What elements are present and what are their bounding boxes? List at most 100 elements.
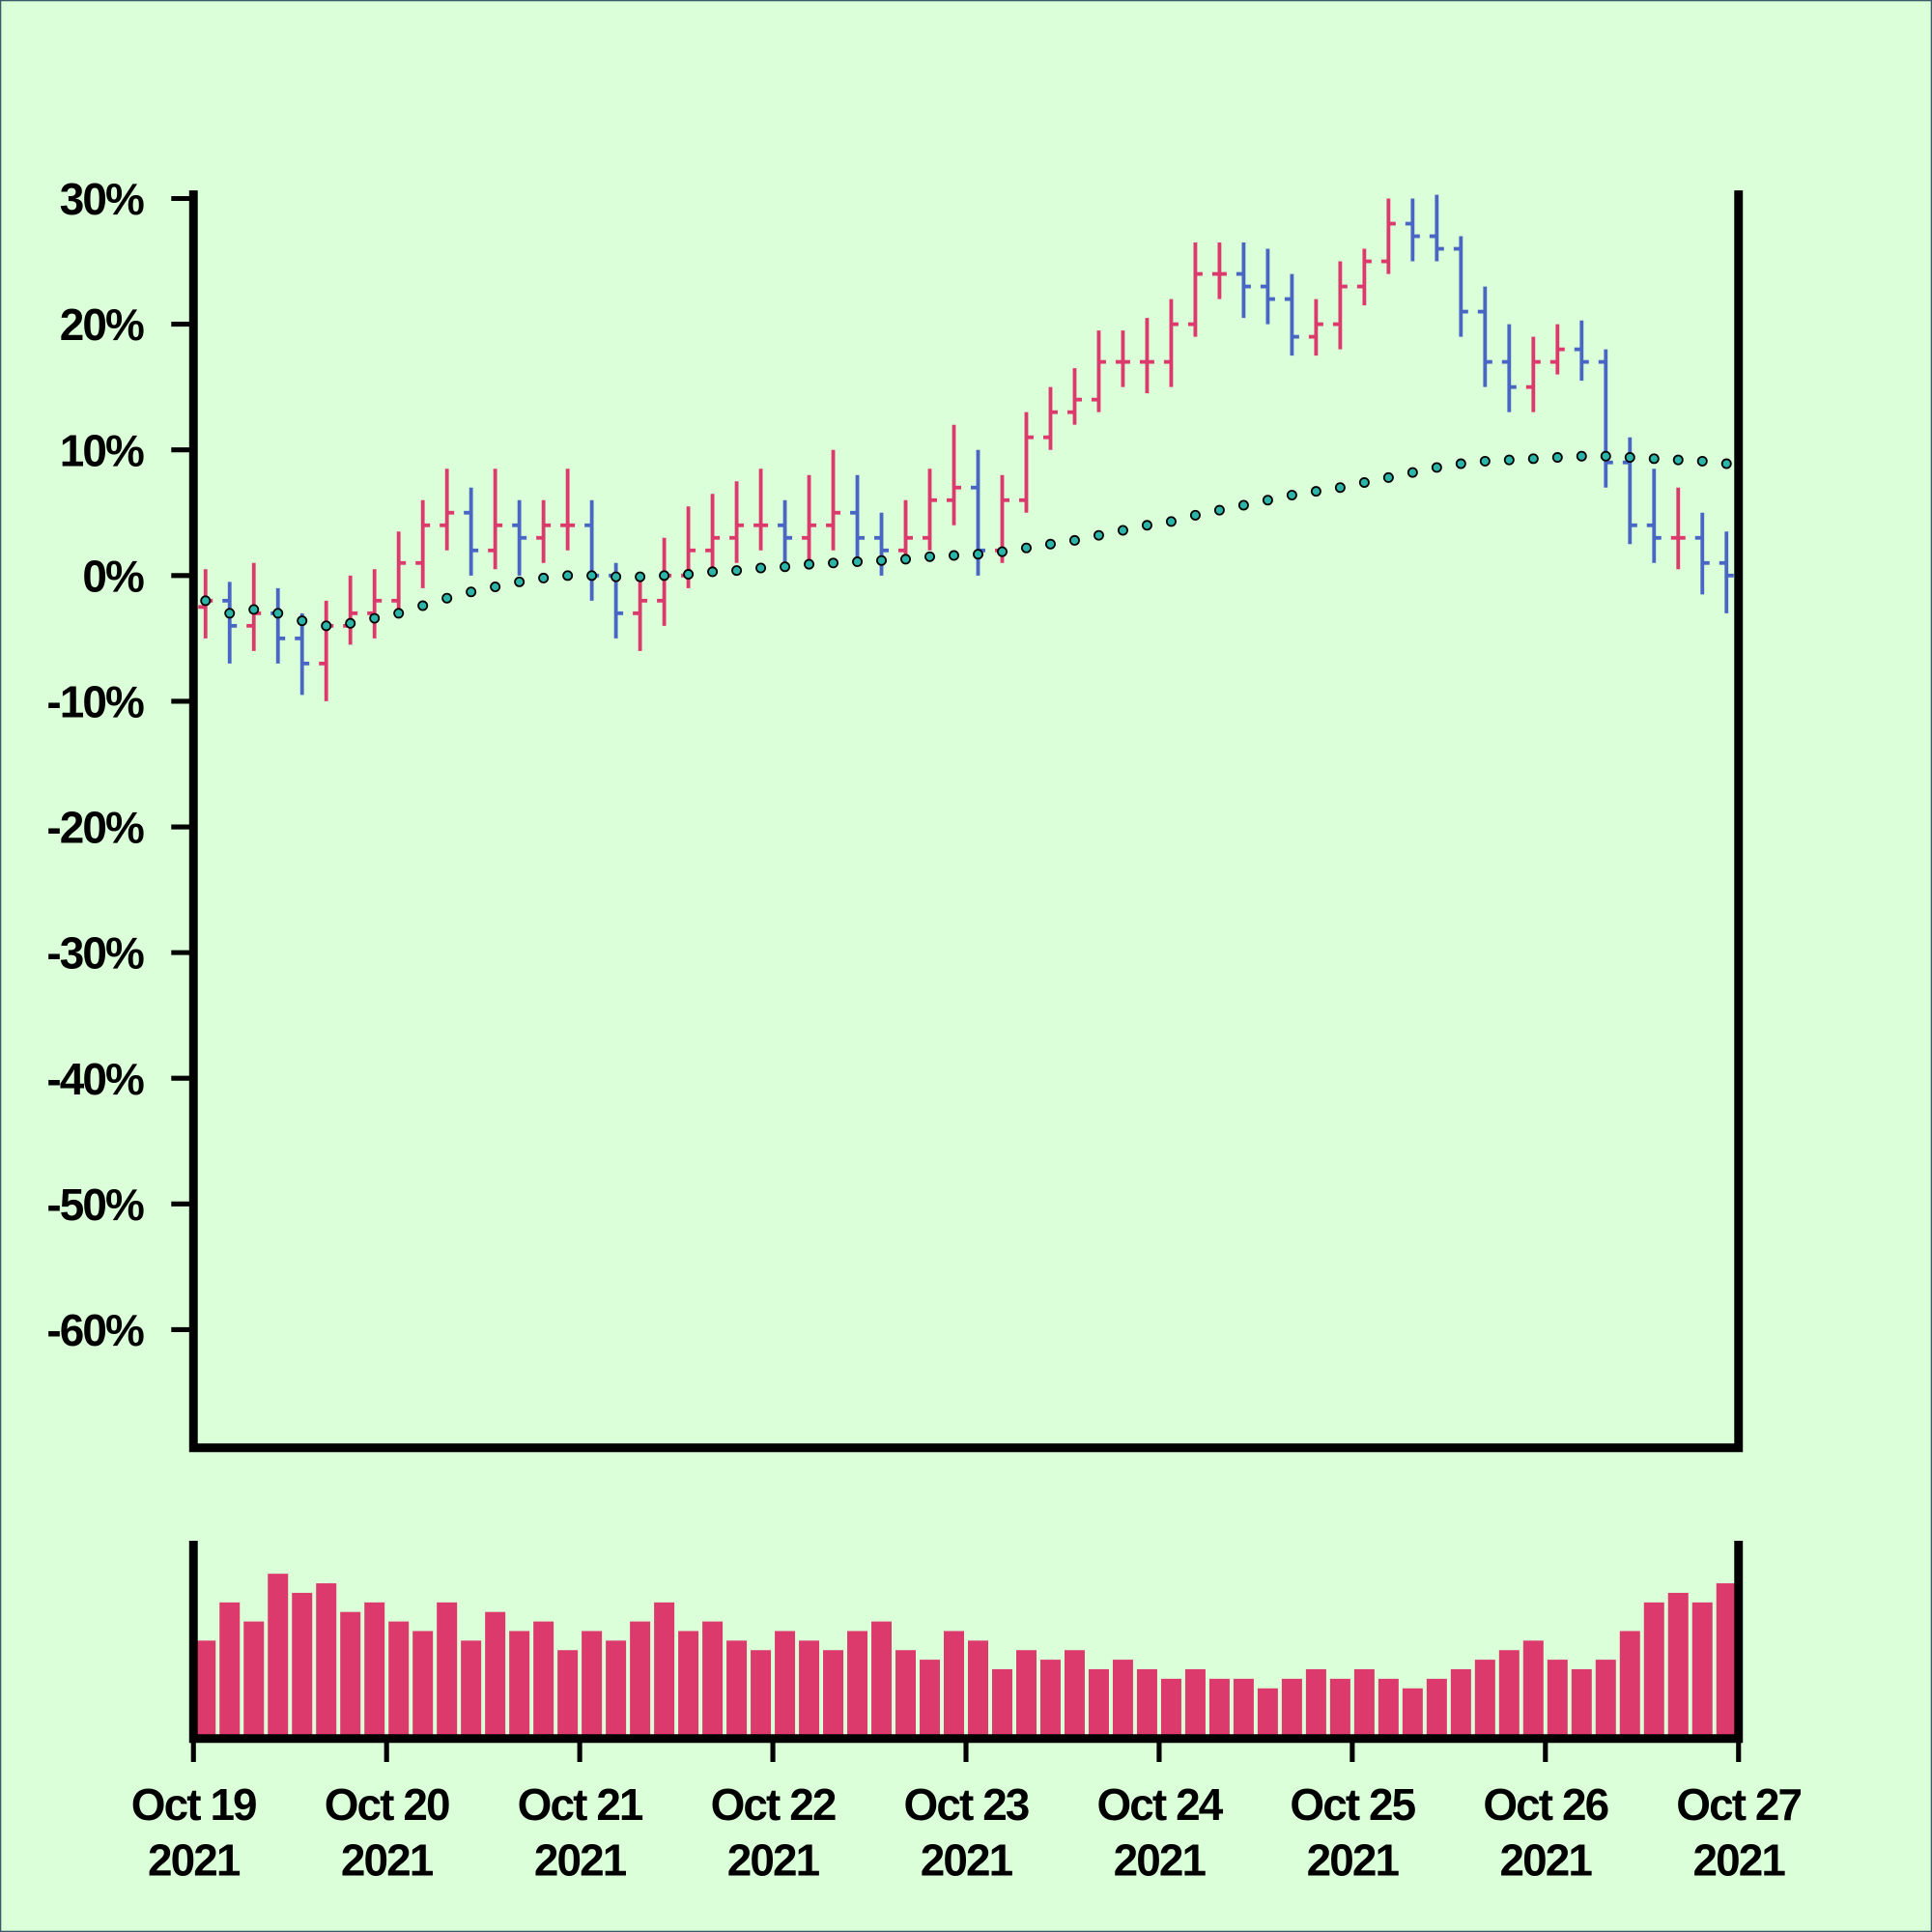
moving-average-dot xyxy=(1213,504,1225,516)
volume-bar xyxy=(1015,1650,1037,1737)
moving-average-dot xyxy=(1406,467,1418,478)
volume-bar xyxy=(1305,1668,1326,1737)
volume-bar xyxy=(1667,1592,1689,1737)
moving-average-dot xyxy=(200,595,212,607)
moving-average-dot xyxy=(562,570,574,582)
moving-average-dot xyxy=(417,600,429,611)
moving-average-dot xyxy=(755,562,767,574)
moving-average-dot xyxy=(1600,450,1611,462)
volume-bar xyxy=(1402,1688,1423,1737)
moving-average-dot xyxy=(1479,455,1491,467)
ohlc-bar xyxy=(1694,512,1710,595)
volume-bar xyxy=(1112,1660,1133,1737)
volume-bar xyxy=(678,1631,699,1737)
moving-average-dot xyxy=(369,612,381,624)
ohlc-bar xyxy=(1646,469,1662,563)
volume-bar xyxy=(388,1621,410,1737)
volume-bar xyxy=(1450,1668,1471,1737)
moving-average-dot xyxy=(611,571,622,582)
ohlc-bar xyxy=(1453,236,1468,337)
moving-average-dot xyxy=(1648,453,1660,465)
volume-bar xyxy=(895,1650,917,1737)
volume-bar xyxy=(1064,1650,1085,1737)
volume-bar xyxy=(654,1602,675,1737)
volume-bar xyxy=(1474,1660,1495,1737)
moving-average-dot xyxy=(1141,520,1152,531)
volume-bar xyxy=(1522,1640,1544,1737)
moving-average-dot xyxy=(1310,486,1321,497)
moving-average-dot xyxy=(1551,452,1563,464)
ohlc-bar xyxy=(1187,242,1203,337)
ohlc-bar xyxy=(1405,198,1420,262)
moving-average-dot xyxy=(1624,452,1635,464)
moving-average-dot xyxy=(514,576,526,587)
moving-average-dot xyxy=(441,592,453,604)
moving-average-dot xyxy=(1576,450,1587,462)
x-tick-label: 2021 xyxy=(1500,1834,1593,1885)
price-axes xyxy=(188,190,1744,1453)
y-tick-label: 10% xyxy=(60,425,144,475)
volume-bar xyxy=(775,1631,796,1737)
volume-bar xyxy=(485,1611,506,1737)
ohlc-bar xyxy=(705,494,721,576)
ohlc-bar xyxy=(1163,298,1179,387)
volume-bar xyxy=(1378,1678,1399,1737)
volume-bar xyxy=(1136,1668,1157,1737)
ohlc-bar xyxy=(1429,194,1444,262)
x-tick-label: Oct 24 xyxy=(1096,1779,1223,1830)
moving-average-dot xyxy=(1455,458,1466,469)
volume-bar xyxy=(1498,1650,1520,1737)
ohlc-bar xyxy=(850,474,866,563)
moving-average-dot xyxy=(1117,525,1128,536)
moving-average-dot xyxy=(804,558,815,570)
x-tick-label: Oct 23 xyxy=(904,1779,1029,1830)
volume-bar xyxy=(316,1583,337,1737)
volume-bar xyxy=(1208,1678,1230,1737)
moving-average-dot xyxy=(635,571,646,582)
volume-bar xyxy=(944,1631,965,1737)
volume-bar xyxy=(243,1621,265,1737)
ohlc-bar xyxy=(1211,242,1227,299)
volume-bar xyxy=(437,1602,458,1737)
moving-average-dot xyxy=(876,554,888,566)
volume-bar xyxy=(195,1640,216,1737)
ohlc-bar xyxy=(1018,412,1034,513)
x-tick-label: Oct 25 xyxy=(1290,1779,1415,1830)
x-tick-label: Oct 22 xyxy=(711,1779,836,1830)
ohlc-bar xyxy=(1549,324,1565,375)
volume-bar xyxy=(1426,1678,1447,1737)
ohlc-bar xyxy=(898,499,914,563)
ohlc-bar xyxy=(1260,248,1275,325)
volume-bar xyxy=(847,1631,868,1737)
moving-average-dot xyxy=(1503,454,1515,466)
x-tick-label: Oct 27 xyxy=(1676,1779,1801,1830)
moving-average-dot xyxy=(490,582,501,593)
ohlc-bar xyxy=(947,424,962,526)
y-tick-label: -60% xyxy=(46,1305,144,1355)
ohlc-bar xyxy=(1332,261,1348,350)
ohlc-bar xyxy=(1356,248,1372,306)
volume-bar xyxy=(1160,1678,1181,1737)
moving-average-dot xyxy=(1382,471,1394,483)
volume-bar xyxy=(1233,1678,1254,1737)
volume-bar xyxy=(1643,1602,1664,1737)
x-tick-label: 2021 xyxy=(727,1834,820,1885)
moving-average-dot xyxy=(707,566,719,578)
volume-bar xyxy=(1595,1660,1616,1737)
ohlc-bar xyxy=(1139,318,1154,394)
volume-bar xyxy=(702,1621,724,1737)
ohlc-bar xyxy=(1042,386,1058,450)
ohlc-bar xyxy=(295,612,310,696)
moving-average-dot xyxy=(731,565,743,577)
x-tick-label: Oct 26 xyxy=(1483,1779,1607,1830)
ohlc-bar xyxy=(633,575,648,651)
ohlc-bar xyxy=(1670,487,1686,570)
y-tick-label: -50% xyxy=(46,1179,144,1230)
moving-average-dot xyxy=(973,549,983,560)
moving-average-dot xyxy=(1237,499,1249,511)
volume-bar xyxy=(1184,1668,1206,1737)
moving-average-dot xyxy=(466,586,477,598)
ohlc-bar xyxy=(512,499,527,576)
